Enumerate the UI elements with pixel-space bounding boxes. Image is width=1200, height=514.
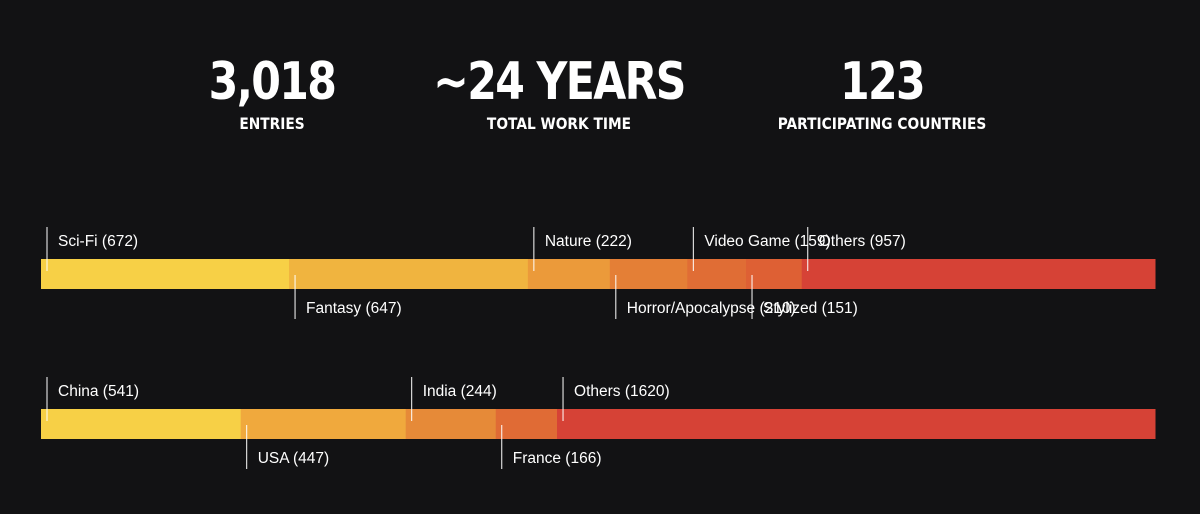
segment-label-others: Others (957) (819, 233, 906, 250)
segment-label-video-game: Video Game (159) (704, 233, 830, 250)
segment-label-china: China (541) (58, 383, 139, 400)
bar-segment-video-game (687, 259, 747, 289)
segment-label-india: India (244) (423, 383, 497, 400)
segment-label-horror-apocalypse: Horror/Apocalypse (210) (627, 300, 796, 317)
bar-segment-horror-apocalypse (609, 259, 688, 289)
bar-segment-fantasy (289, 259, 529, 289)
stat-value: 3,018 (208, 52, 337, 112)
segment-label-others: Others (1620) (574, 383, 670, 400)
bar-segment-china (41, 409, 242, 439)
segment-label-nature: Nature (222) (545, 233, 632, 250)
stat-label: TOTAL WORK TIME (486, 114, 632, 133)
stacked-bar-0: Sci-Fi (672) Fantasy (647) Nature (222) Hor… (41, 227, 1156, 319)
stat-work-time: ~24 YEARS TOTAL WORK TIME (406, 52, 713, 134)
segment-label-france: France (166) (513, 450, 602, 467)
bar-segment-others (801, 259, 1156, 289)
stacked-bar-1: China (541) USA (447) India (244) France (1… (41, 377, 1156, 469)
bar-segment-india (405, 409, 497, 439)
stat-label: ENTRIES (239, 114, 305, 133)
stat-value: 123 (839, 52, 926, 112)
stat-label: PARTICIPATING COUNTRIES (777, 114, 987, 133)
stat-entries: 3,018 ENTRIES (195, 52, 349, 134)
segment-label-usa: USA (447) (258, 450, 330, 467)
bar-segment-stylized (746, 259, 803, 289)
bar-segment-nature (527, 259, 611, 289)
bar-segment-france (495, 409, 558, 439)
segment-label-sci-fi: Sci-Fi (672) (58, 233, 138, 250)
bar-segment-usa (240, 409, 407, 439)
bar-segment-others (557, 409, 1156, 439)
stat-value: ~24 YEARS (433, 52, 686, 112)
bar-segment-sci-fi (41, 259, 290, 289)
segment-label-stylized: Stylized (151) (763, 300, 858, 317)
segment-label-fantasy: Fantasy (647) (306, 300, 402, 317)
stat-countries: 123 PARTICIPATING COUNTRIES (761, 52, 1004, 134)
